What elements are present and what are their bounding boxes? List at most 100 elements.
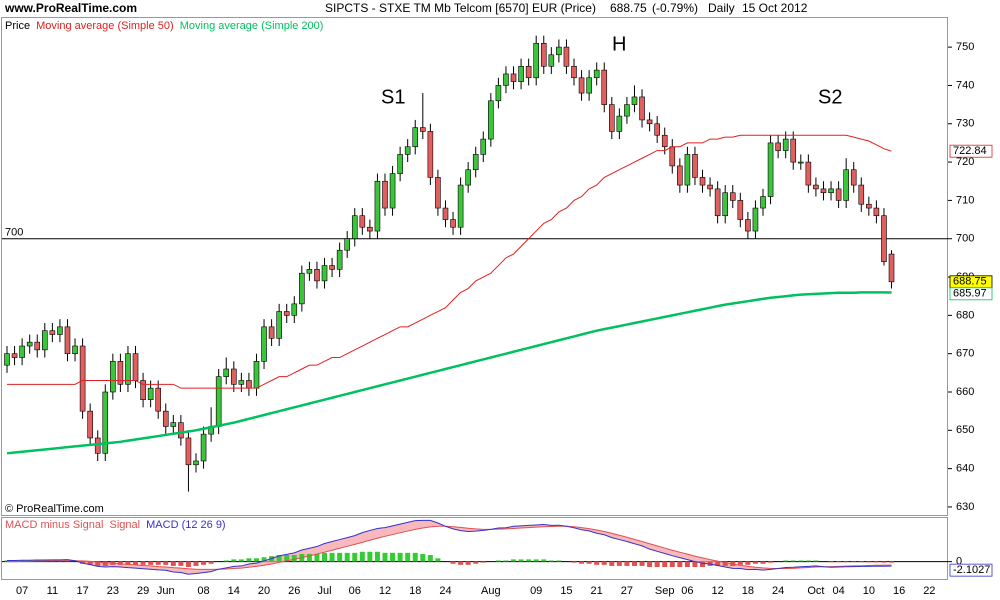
x-tick-label: 07 [16,585,28,597]
histogram-bar [253,558,259,562]
candle-body [79,345,86,412]
moving-average-line [7,134,892,389]
candle-body [888,253,895,283]
histogram-bar [851,561,857,563]
histogram-bar [117,561,123,565]
candle-body [374,180,381,232]
x-tick-label: 12 [379,585,391,597]
candle-body [102,391,109,454]
candle-body [873,207,880,217]
candle-body [110,361,116,393]
candle-body [155,387,161,412]
histogram-bar [616,561,622,566]
candle-body [556,46,562,56]
candle-body [782,138,789,151]
candle-body [64,326,71,354]
histogram-bar [148,561,154,565]
legend: Price Moving average (Simple 50) Moving … [5,20,323,32]
candle-body [745,219,751,232]
histogram-bar [95,561,101,566]
histogram-bar [752,561,758,564]
histogram-bar [352,552,358,562]
histogram-bar [866,561,872,563]
histogram-bar [102,561,108,566]
candle-body [677,165,683,186]
candle-body [669,146,676,167]
macd-legend: MACD minus Signal Signal MACD (12 26 9) [5,519,226,531]
candle-body [525,65,532,79]
candle-body [563,46,570,67]
histogram-bar [677,561,683,568]
candle-body [238,380,245,385]
histogram-bar [609,561,615,566]
period: Daily [708,1,735,15]
x-tick-label: 21 [591,585,603,597]
candle-body [427,131,434,178]
annotation: S1 [381,86,405,108]
candle-body [435,177,441,209]
histogram-bar [805,560,811,562]
histogram-bar [201,561,207,565]
x-tick-label: 29 [137,585,149,597]
candle-body [813,184,819,190]
x-tick-label: 14 [228,585,240,597]
candle-body [283,311,290,316]
x-tick-label: 16 [893,585,905,597]
histogram-bar [208,561,214,564]
histogram-bar [548,560,554,562]
histogram-bar [367,551,373,562]
histogram-bar [458,561,464,565]
value-tag [949,563,993,577]
candle-body [419,127,426,132]
site-name: www.ProRealTime.com [4,1,137,15]
histogram-bar [579,561,585,564]
candle-body [26,341,33,347]
histogram-bar [435,558,441,562]
candle-body [533,42,540,79]
histogram-bar [700,561,706,568]
y-tick-label: 650 [956,424,974,436]
histogram-bar [473,561,479,564]
candle-body [805,161,812,186]
histogram-bar [390,552,396,562]
histogram-bar [669,561,675,568]
candle-body [797,161,804,164]
y-tick-label: 630 [956,501,974,513]
candle-body [714,188,721,217]
candle-body [94,437,101,454]
signal-line [7,525,892,570]
x-tick-label: 24 [439,585,451,597]
candle-body [351,215,358,240]
histogram-bar [291,555,297,562]
candle-body [450,219,456,228]
histogram-bar [193,561,199,566]
histogram-bar [737,561,743,565]
candle-body [162,410,169,427]
x-tick-label: 12 [712,585,724,597]
legend-histogram: MACD minus Signal [5,519,103,531]
y-tick-label: 680 [956,309,974,321]
candle-body [336,249,343,270]
x-tick-label: 06 [681,585,693,597]
histogram-bar [843,561,849,563]
candle-body [767,142,774,197]
candle-body [367,226,373,232]
histogram-bar [420,553,426,562]
chart-date: 15 Oct 2012 [742,1,808,15]
x-tick-label: 11 [47,585,58,597]
candle-body [488,100,494,140]
value-tag [949,144,993,158]
y-tick-label: 750 [956,41,974,53]
candle-body [722,192,729,217]
histogram-bar [4,560,10,562]
histogram-bar [465,561,471,565]
candle-body [692,154,698,178]
candle-body [57,326,63,335]
candle-body [19,345,25,358]
histogram-bar [170,561,176,566]
candle-body [261,326,267,362]
value-tag-label: 688.75 [953,276,987,288]
candle-body [654,123,660,136]
histogram-bar [631,561,637,566]
